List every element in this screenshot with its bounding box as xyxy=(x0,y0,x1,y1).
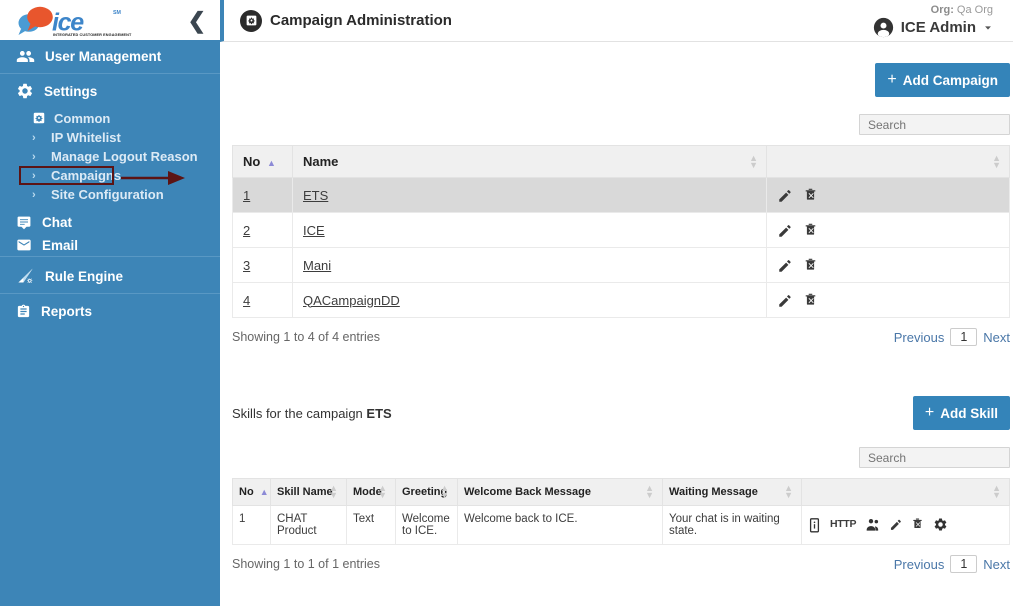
svg-text:INTEGRATED CUSTOMER ENGAGEMENT: INTEGRATED CUSTOMER ENGAGEMENT xyxy=(53,33,132,37)
svg-text:SM: SM xyxy=(113,10,122,16)
